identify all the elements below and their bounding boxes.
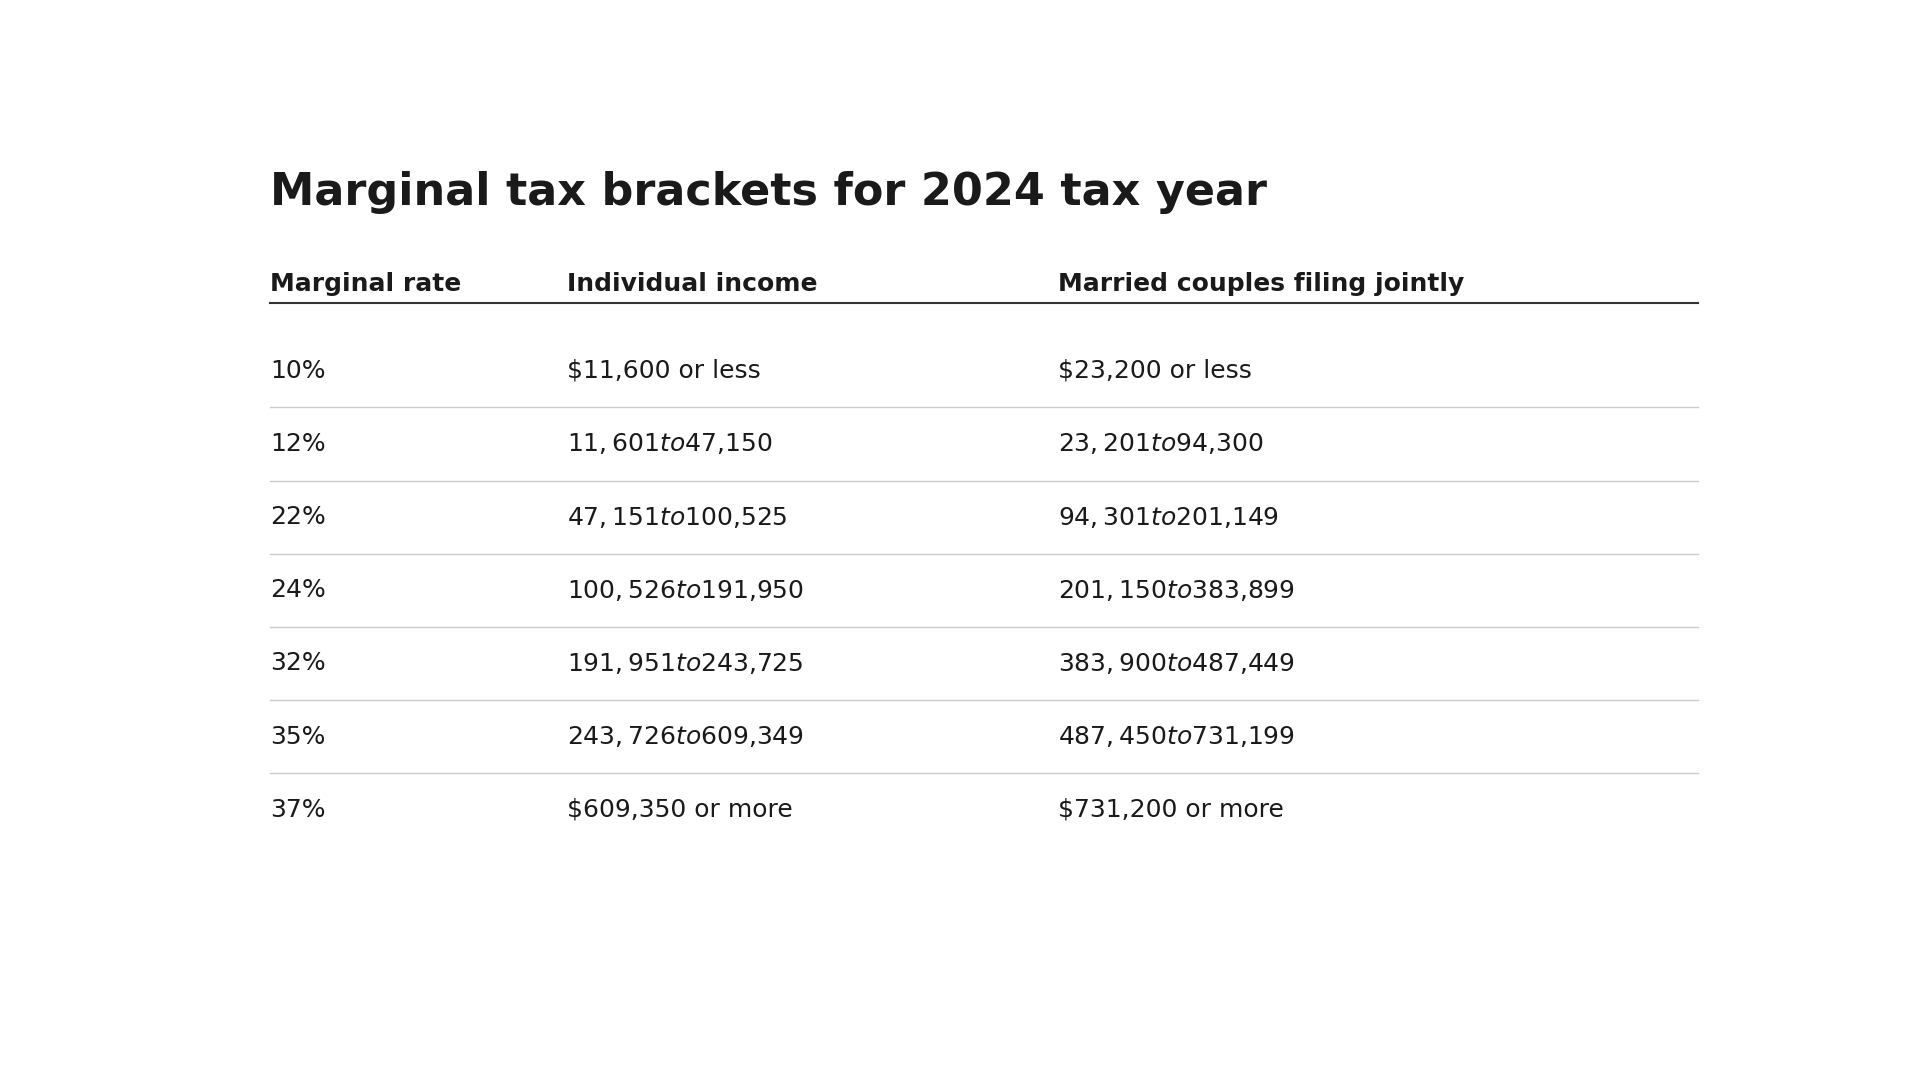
- Text: 24%: 24%: [269, 578, 326, 603]
- Text: $383,900 to $487,449: $383,900 to $487,449: [1058, 651, 1296, 676]
- Text: $94,301 to $201,149: $94,301 to $201,149: [1058, 504, 1279, 529]
- Text: $11,600 or less: $11,600 or less: [568, 359, 760, 382]
- Text: Married couples filing jointly: Married couples filing jointly: [1058, 272, 1465, 296]
- Text: 37%: 37%: [269, 798, 324, 822]
- Text: $609,350 or more: $609,350 or more: [568, 798, 793, 822]
- Text: 35%: 35%: [269, 725, 324, 748]
- Text: $47,151 to $100,525: $47,151 to $100,525: [568, 504, 787, 529]
- Text: Marginal tax brackets for 2024 tax year: Marginal tax brackets for 2024 tax year: [269, 171, 1267, 214]
- Text: 10%: 10%: [269, 359, 324, 382]
- Text: 32%: 32%: [269, 651, 324, 675]
- Text: $243,726 to $609,349: $243,726 to $609,349: [568, 725, 804, 750]
- Text: Individual income: Individual income: [568, 272, 818, 296]
- Text: $731,200 or more: $731,200 or more: [1058, 798, 1284, 822]
- Text: 22%: 22%: [269, 505, 326, 529]
- Text: Marginal rate: Marginal rate: [269, 272, 461, 296]
- Text: $23,201 to $94,300: $23,201 to $94,300: [1058, 431, 1263, 457]
- Text: $11,601 to $47,150: $11,601 to $47,150: [568, 431, 772, 457]
- Text: $201,150 to $383,899: $201,150 to $383,899: [1058, 578, 1296, 603]
- Text: 12%: 12%: [269, 432, 324, 456]
- Text: $487,450 to $731,199: $487,450 to $731,199: [1058, 725, 1296, 750]
- Text: $191,951 to $243,725: $191,951 to $243,725: [568, 651, 804, 676]
- Text: $100,526 to $191,950: $100,526 to $191,950: [568, 578, 804, 603]
- Text: $23,200 or less: $23,200 or less: [1058, 359, 1252, 382]
